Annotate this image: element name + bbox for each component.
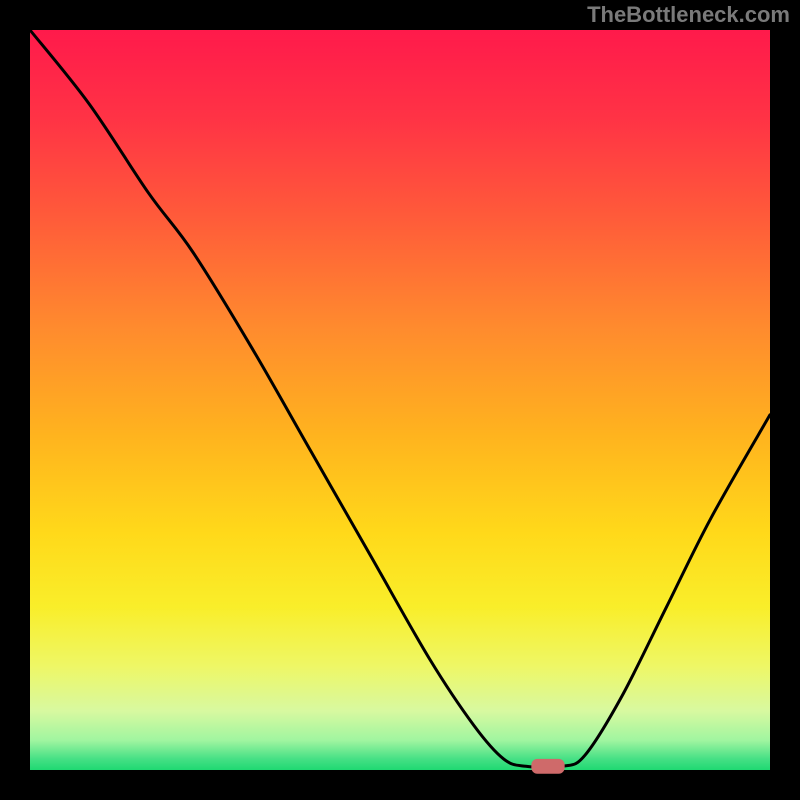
optimal-marker <box>531 759 564 774</box>
chart-container: TheBottleneck.com <box>0 0 800 800</box>
plot-background <box>30 30 770 770</box>
bottleneck-chart <box>0 0 800 800</box>
watermark-text: TheBottleneck.com <box>587 2 790 28</box>
